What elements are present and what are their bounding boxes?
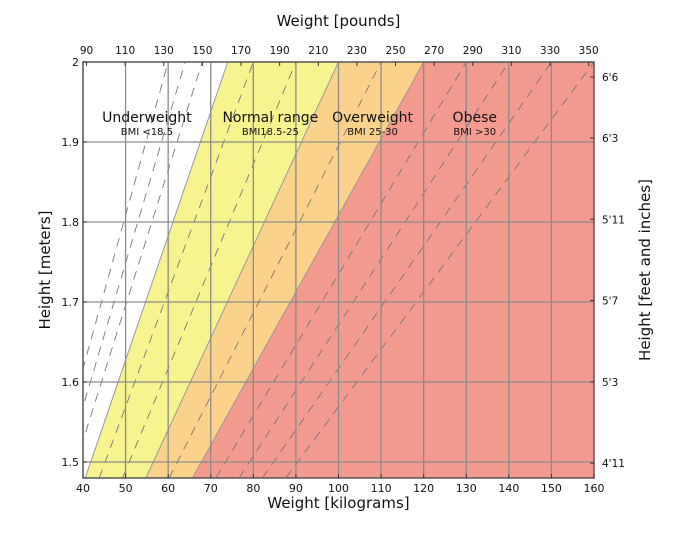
region-label: Normal range	[222, 110, 318, 126]
y2-tick-label: 6'3	[602, 133, 618, 145]
x2-tick-label: 310	[501, 45, 521, 57]
x2-tick-label: 170	[231, 45, 251, 57]
bmi-dashed-line	[98, 62, 254, 478]
bmi-boundary-line	[192, 62, 425, 478]
x-tick-label: 160	[584, 482, 605, 495]
y2-tick-label: 6'6	[602, 72, 619, 84]
bmi-dashed-line	[168, 62, 382, 478]
x2-tick-label: 110	[115, 45, 135, 57]
region-normal-range	[85, 62, 339, 478]
region-overweight	[145, 62, 424, 478]
bmi-dashed-line	[262, 62, 552, 478]
region-label: Obese	[453, 110, 497, 126]
x2-tick-label: 250	[386, 45, 406, 57]
x-tick-label: 120	[413, 482, 434, 495]
x2-tick-label: 130	[154, 45, 174, 57]
y-tick-label: 1.7	[62, 296, 80, 309]
x2-axis-label: Weight [pounds]	[277, 12, 401, 30]
y2-tick-label: 5'7	[602, 296, 618, 308]
x-tick-label: 100	[328, 482, 349, 495]
x2-tick-label: 90	[80, 45, 93, 57]
x2-tick-label: 210	[308, 45, 328, 57]
y2-tick-label: 5'11	[602, 214, 625, 226]
region-range-label: BMI18.5-25	[242, 127, 299, 138]
x2-tick-label: 270	[424, 45, 444, 57]
y-tick-label: 1.8	[62, 216, 80, 229]
x-tick-label: 90	[289, 482, 303, 495]
y2-tick-label: 4'11	[602, 458, 625, 470]
x2-tick-label: 290	[463, 45, 483, 57]
bmi-dashed-line	[215, 62, 467, 478]
bmi-dashed-line	[83, 62, 169, 371]
region-label: Underweight	[102, 110, 192, 126]
x-tick-label: 110	[371, 482, 392, 495]
region-range-label: BMI 25-30	[347, 127, 398, 138]
x-tick-label: 50	[119, 482, 133, 495]
region-range-label: BMI <18.5	[121, 127, 173, 138]
bmi-dashed-line	[238, 62, 510, 478]
bmi-dashed-line	[83, 62, 203, 443]
x-tick-label: 130	[456, 482, 477, 495]
bmi-dashed-line	[285, 62, 594, 478]
y-tick-label: 2	[72, 56, 79, 69]
x-tick-label: 150	[541, 482, 562, 495]
x-tick-label: 40	[76, 482, 90, 495]
region-obese	[192, 62, 594, 478]
y-tick-label: 1.5	[62, 456, 80, 469]
y-axis-label: Height [meters]	[36, 211, 54, 330]
bmi-dashed-line	[83, 62, 186, 409]
region-label: Overweight	[332, 110, 413, 126]
x2-tick-label: 350	[579, 45, 599, 57]
bmi-dashed-line	[122, 62, 297, 478]
x-tick-label: 70	[204, 482, 218, 495]
y-tick-label: 1.6	[62, 376, 80, 389]
x-tick-label: 80	[246, 482, 260, 495]
bmi-boundary-line	[145, 62, 339, 478]
y2-tick-label: 5'3	[602, 377, 618, 389]
region-underweight	[83, 62, 228, 478]
x2-tick-label: 150	[192, 45, 212, 57]
y2-axis-label: Height [feet and inches]	[636, 179, 654, 361]
y-tick-label: 1.9	[62, 136, 80, 149]
x-axis-label: Weight [kilograms]	[267, 494, 409, 512]
x-tick-label: 140	[498, 482, 519, 495]
x2-tick-label: 190	[270, 45, 290, 57]
region-range-label: BMI >30	[453, 127, 496, 138]
x2-tick-label: 330	[540, 45, 560, 57]
bmi-boundary-line	[84, 62, 229, 478]
x2-tick-label: 230	[347, 45, 367, 57]
x-tick-label: 60	[161, 482, 175, 495]
